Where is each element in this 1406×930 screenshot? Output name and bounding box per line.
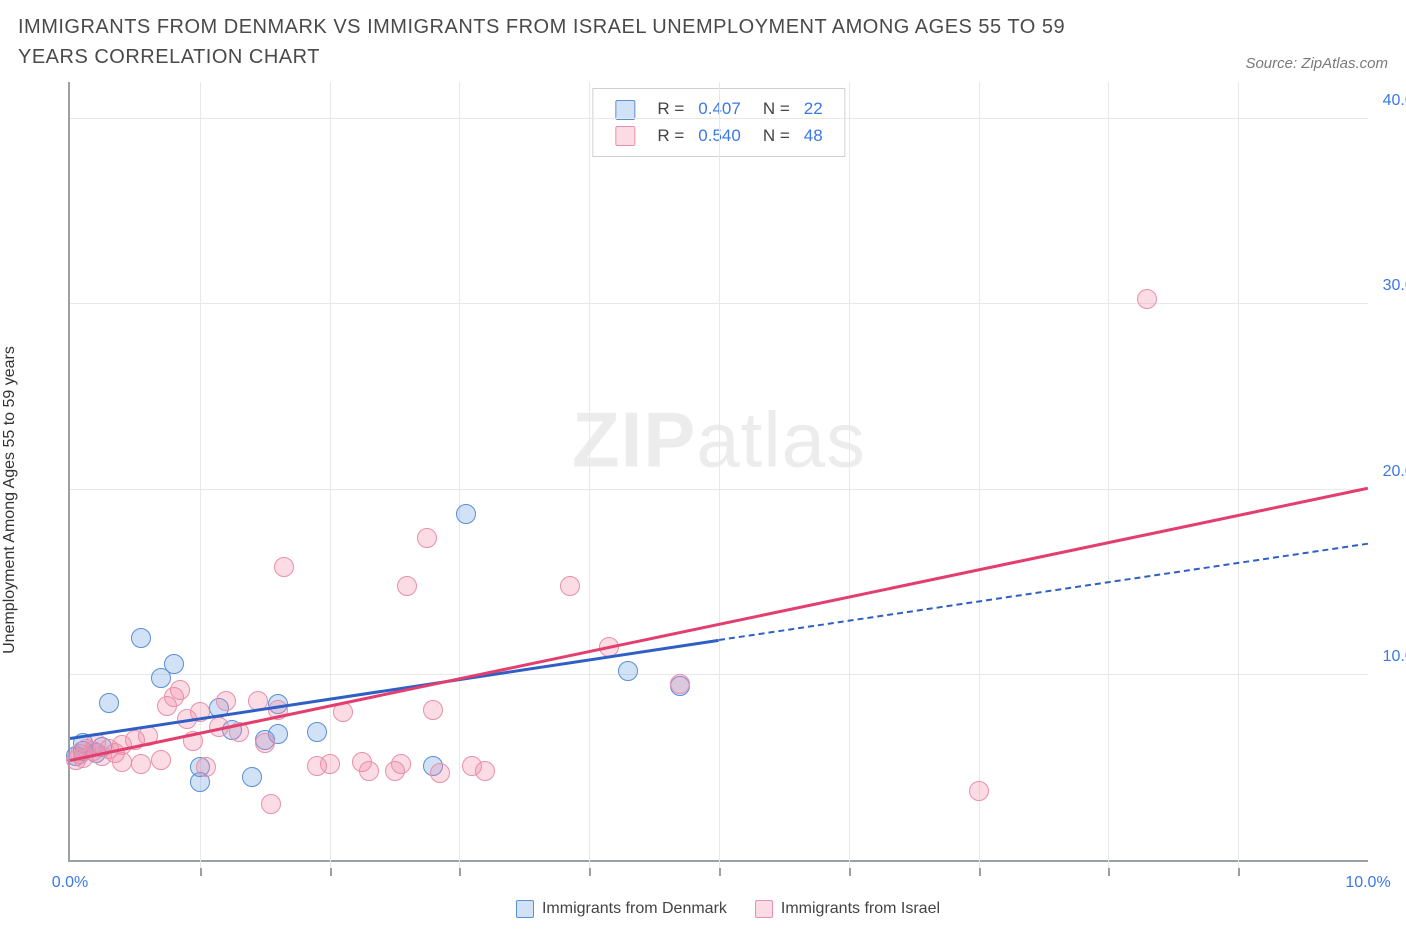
legend-swatch — [755, 900, 773, 918]
scatter-plot-area: ZIPatlas R =0.407N =22R =0.540N =48 10.0… — [68, 82, 1368, 862]
y-tick-label: 40.0% — [1378, 92, 1406, 110]
legend-swatch — [516, 900, 534, 918]
legend-item: Immigrants from Denmark — [516, 900, 727, 918]
data-point — [475, 761, 495, 781]
data-point — [417, 528, 437, 548]
gridline-vertical — [849, 82, 850, 868]
data-point — [423, 700, 443, 720]
data-point — [131, 754, 151, 774]
gridline-vertical — [719, 82, 720, 868]
y-axis-label: Unemployment Among Ages 55 to 59 years — [1, 346, 19, 654]
n-value: 48 — [798, 124, 829, 149]
x-tick-label: 10.0% — [1345, 874, 1390, 892]
trend-line-extrapolated — [719, 543, 1368, 641]
data-point — [131, 628, 151, 648]
data-point — [391, 754, 411, 774]
data-point — [261, 794, 281, 814]
data-point — [320, 754, 340, 774]
y-tick-label: 20.0% — [1378, 463, 1406, 481]
data-point — [164, 654, 184, 674]
series-legend: Immigrants from Denmark Immigrants from I… — [68, 900, 1388, 918]
data-point — [99, 693, 119, 713]
n-label: N = — [749, 124, 796, 149]
data-point — [170, 680, 190, 700]
gridline-vertical — [459, 82, 460, 868]
data-point — [255, 733, 275, 753]
y-tick-label: 10.0% — [1378, 648, 1406, 666]
y-tick-label: 30.0% — [1378, 277, 1406, 295]
legend-label: Immigrants from Israel — [781, 900, 940, 917]
legend-swatch — [615, 126, 635, 146]
gridline-vertical — [1238, 82, 1239, 868]
data-point — [196, 757, 216, 777]
data-point — [151, 750, 171, 770]
legend-swatch — [615, 100, 635, 120]
data-point — [969, 781, 989, 801]
chart-title: IMMIGRANTS FROM DENMARK VS IMMIGRANTS FR… — [18, 12, 1118, 72]
data-point — [560, 576, 580, 596]
data-point — [274, 557, 294, 577]
gridline-vertical — [200, 82, 201, 868]
data-point — [397, 576, 417, 596]
r-label: R = — [651, 124, 690, 149]
data-point — [456, 504, 476, 524]
gridline-vertical — [330, 82, 331, 868]
legend-label: Immigrants from Denmark — [542, 900, 727, 917]
gridline-vertical — [589, 82, 590, 868]
data-point — [216, 691, 236, 711]
data-point — [359, 761, 379, 781]
legend-item: Immigrants from Israel — [755, 900, 940, 918]
source-attribution: Source: ZipAtlas.com — [1245, 55, 1388, 72]
data-point — [1137, 289, 1157, 309]
gridline-vertical — [979, 82, 980, 868]
data-point — [242, 767, 262, 787]
data-point — [430, 763, 450, 783]
gridline-vertical — [1108, 82, 1109, 868]
data-point — [307, 722, 327, 742]
data-point — [670, 674, 690, 694]
data-point — [618, 661, 638, 681]
x-tick-label: 0.0% — [52, 874, 88, 892]
